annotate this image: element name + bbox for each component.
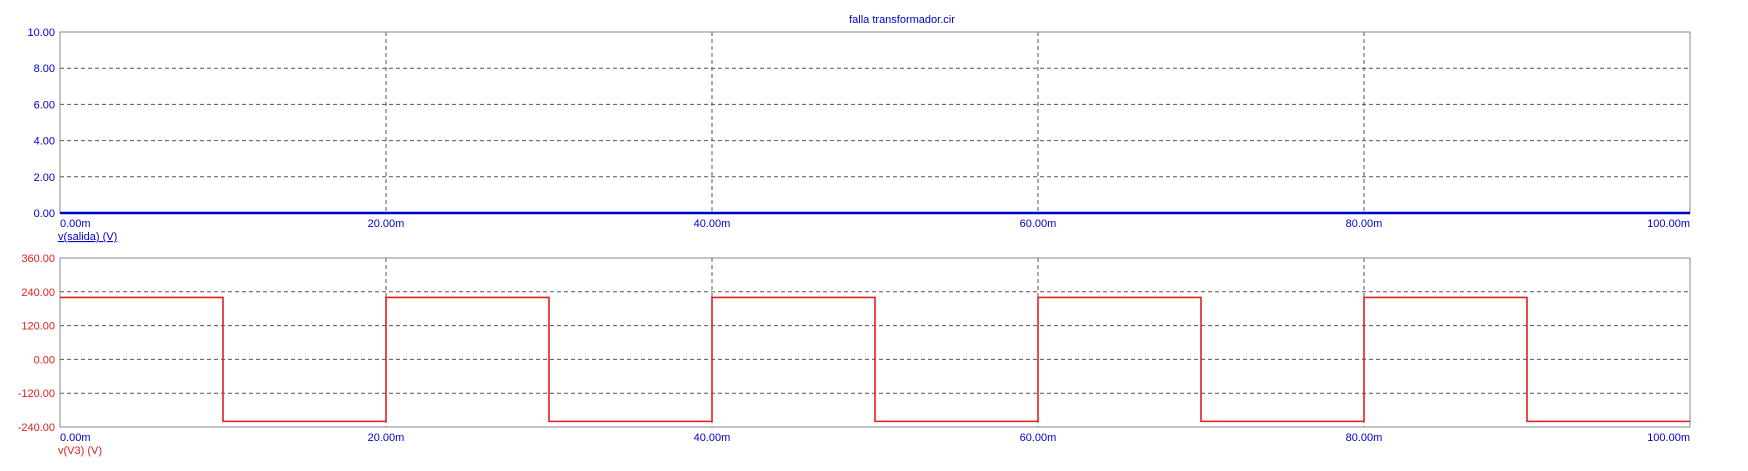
y-tick-label: 4.00 xyxy=(34,136,55,148)
series-line xyxy=(60,296,1690,423)
y-tick-label: 120.00 xyxy=(21,321,55,333)
x-tick-label: 60.00m xyxy=(1020,432,1057,444)
x-tick-label: 80.00m xyxy=(1346,432,1383,444)
y-tick-label: 240.00 xyxy=(21,287,55,299)
y-tick-label: 0.00 xyxy=(34,354,55,366)
y-tick-label: -120.00 xyxy=(18,388,55,400)
y-tick-label: 6.00 xyxy=(34,99,55,111)
y-tick-label: 0.00 xyxy=(34,208,55,220)
x-tick-label: 100.00m xyxy=(1647,432,1690,444)
x-tick-label: 20.00m xyxy=(368,218,405,230)
x-tick-label: 0.00m xyxy=(60,218,91,230)
plot-frame xyxy=(59,257,1691,428)
chart-title: falla transformador.cir xyxy=(849,14,955,26)
plot-frame xyxy=(59,31,1691,214)
y-tick-label: 8.00 xyxy=(34,63,55,75)
y-tick-label: 360.00 xyxy=(21,253,55,265)
x-tick-label: 40.00m xyxy=(694,218,731,230)
y-tick-label: -240.00 xyxy=(18,422,55,434)
plot-panel-bottom: 360.00 240.00 120.00 0.00 -120.00 -240.00 0.00… xyxy=(18,253,1691,457)
y-tick-label: 2.00 xyxy=(34,172,55,184)
trace-label: v(salida) (V) xyxy=(58,231,117,243)
x-tick-label: 40.00m xyxy=(694,432,731,444)
trace-label: v(V3) (V) xyxy=(58,445,102,457)
y-tick-label: 10.00 xyxy=(27,27,55,39)
x-tick-label: 20.00m xyxy=(368,432,405,444)
x-tick-label: 100.00m xyxy=(1647,218,1690,230)
x-tick-label: 0.00m xyxy=(60,432,91,444)
plot-panel-top: 10.00 8.00 6.00 4.00 2.00 0.00 0.00m 20.00m 40.0… xyxy=(27,27,1691,243)
x-tick-label: 60.00m xyxy=(1020,218,1057,230)
x-tick-label: 80.00m xyxy=(1346,218,1383,230)
